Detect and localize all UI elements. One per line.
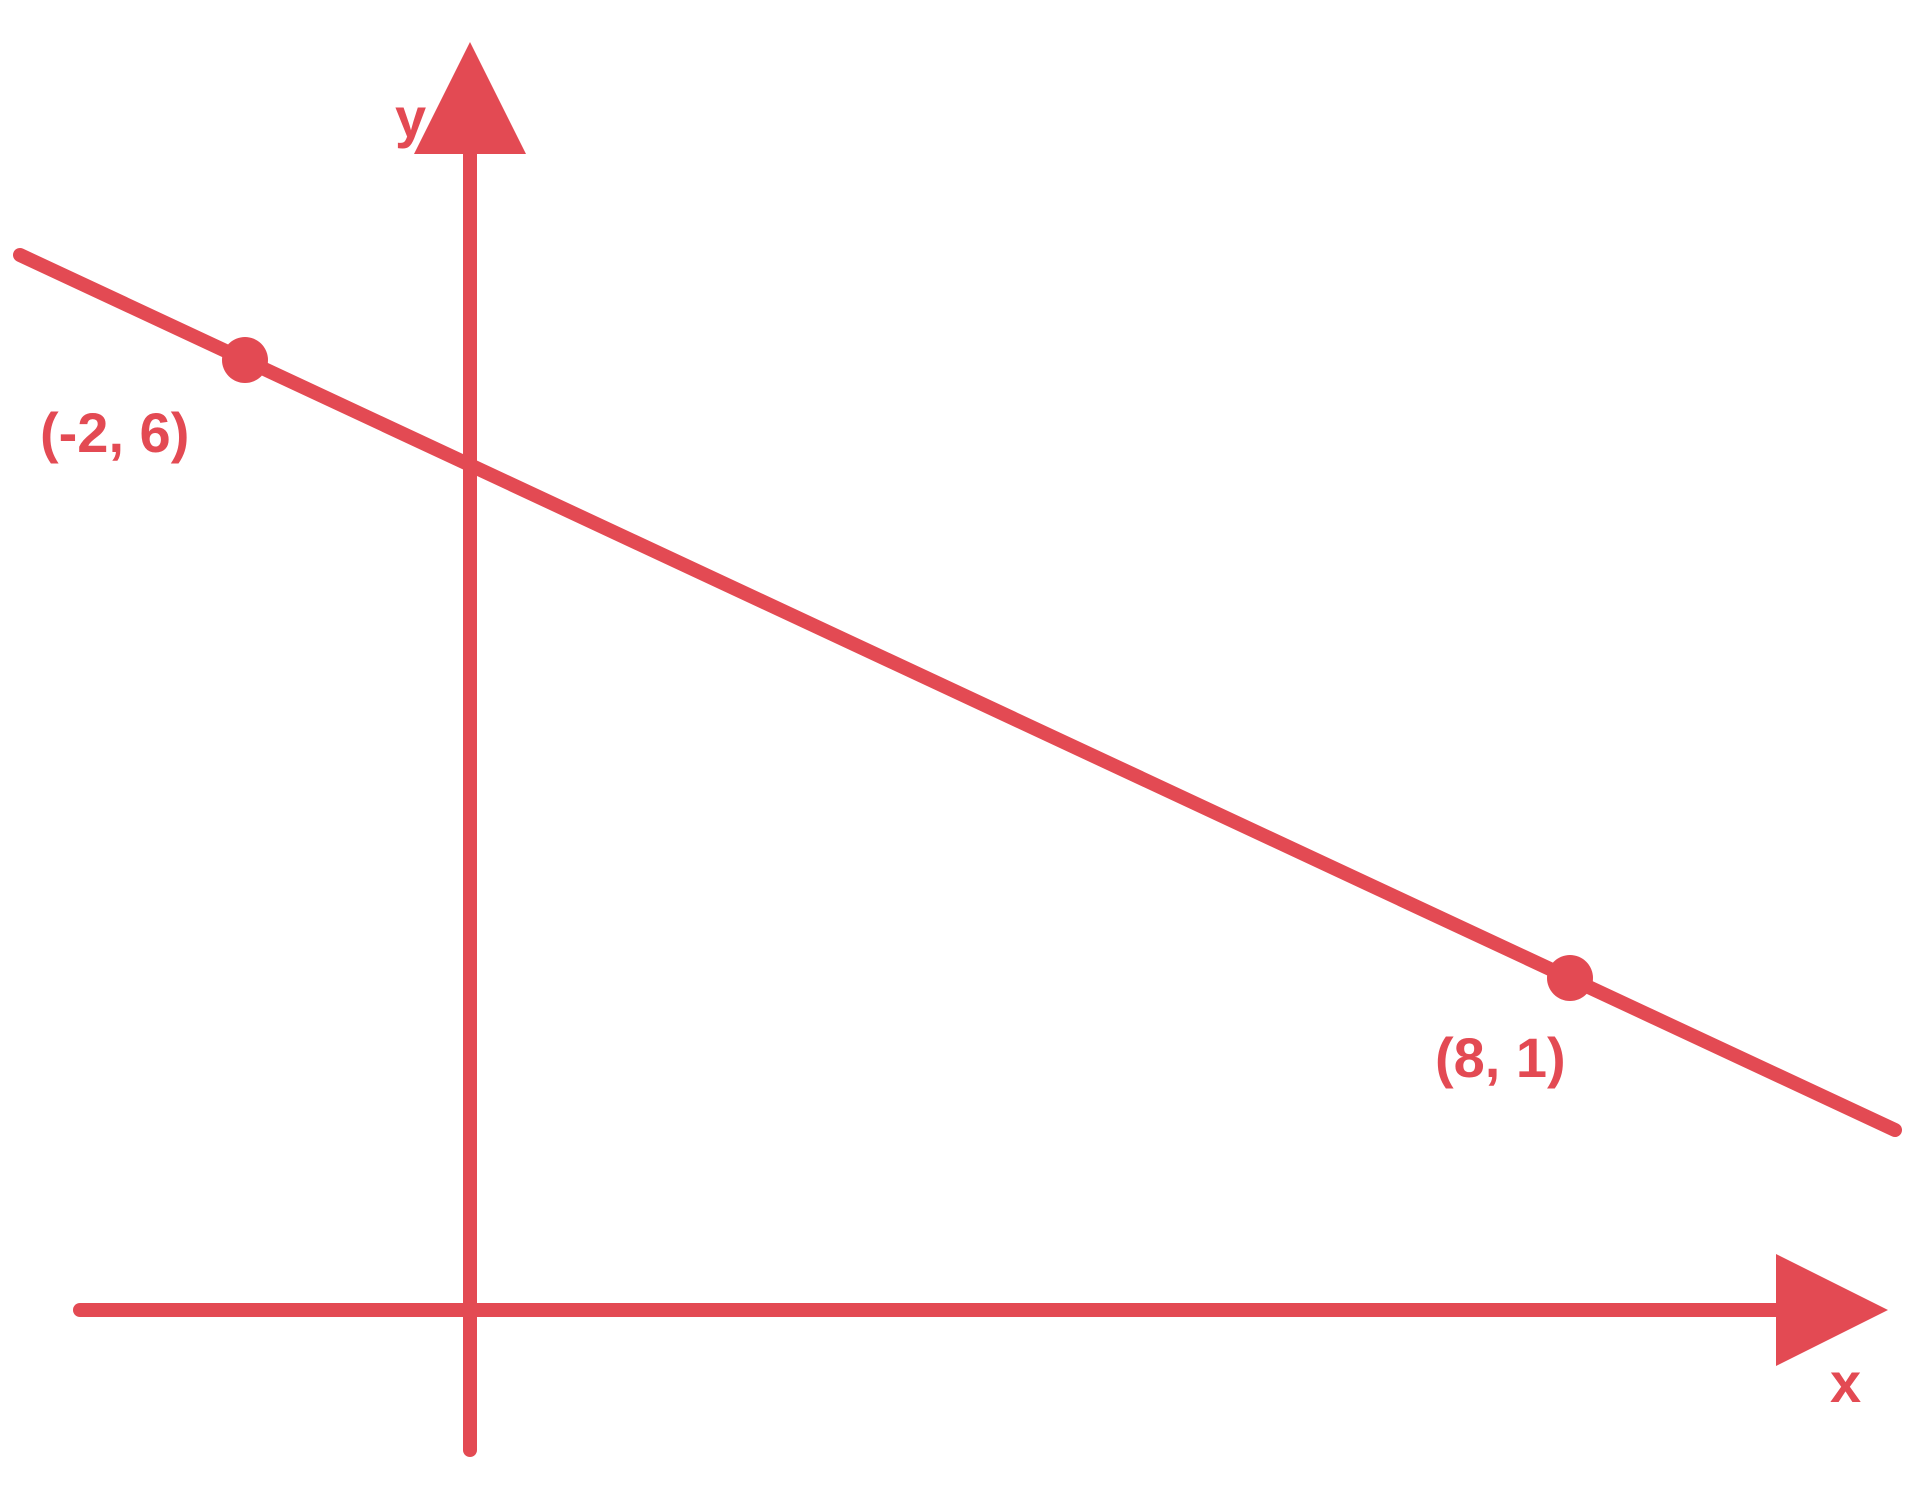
- y-axis-label: y: [395, 85, 426, 150]
- graph-canvas: y x (-2, 6) (8, 1): [0, 0, 1920, 1485]
- point-2-label: (8, 1): [1435, 1025, 1566, 1090]
- point-2: [1547, 955, 1593, 1001]
- plot-line: [20, 255, 1895, 1130]
- point-1: [222, 337, 268, 383]
- x-axis-label: x: [1830, 1350, 1861, 1415]
- graph-svg: [0, 0, 1920, 1485]
- point-1-label: (-2, 6): [40, 400, 189, 465]
